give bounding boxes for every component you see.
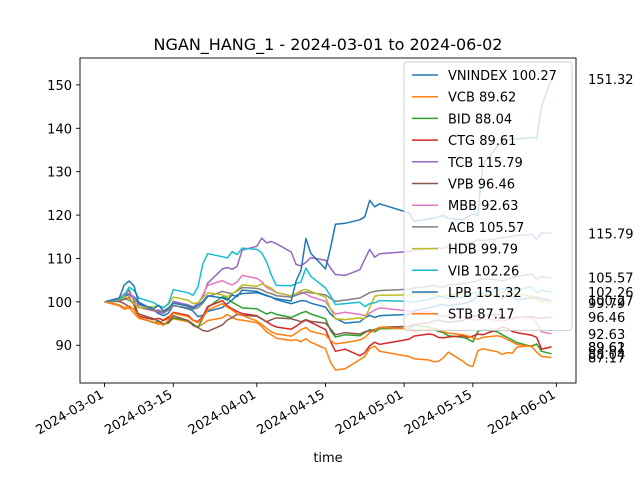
legend-label-0: VNINDEX 100.27 [448, 69, 557, 84]
legend-label-7: ACB 105.57 [448, 221, 524, 236]
legend-label-2: BID 88.04 [448, 112, 512, 127]
legend-label-6: MBB 92.63 [448, 199, 518, 214]
legend-label-1: VCB 89.62 [448, 91, 516, 106]
end-label-9: 102.26 [588, 286, 634, 301]
end-label-11: 87.17 [588, 352, 625, 367]
legend-label-9: VIB 102.26 [448, 264, 519, 279]
legend-label-3: CTG 89.61 [448, 134, 516, 149]
x-axis-label: time [313, 451, 342, 466]
end-label-10: 151.32 [588, 73, 634, 88]
y-tick-label-4: 130 [47, 166, 72, 181]
end-label-3: 89.61 [588, 341, 625, 356]
series-line-11 [104, 301, 552, 359]
legend-label-11: STB 87.17 [448, 308, 514, 323]
y-axis: 90 100 110 120 130 140 150 [47, 79, 80, 354]
legend-label-8: HDB 99.79 [448, 243, 518, 258]
end-label-5: 96.46 [588, 311, 625, 326]
end-label-0: 100.27 [588, 295, 634, 310]
y-tick-label-1: 100 [47, 296, 72, 311]
y-tick-label-5: 140 [47, 122, 72, 137]
legend-label-5: VPB 96.46 [448, 178, 515, 193]
end-label-1: 89.62 [588, 341, 625, 356]
end-label-7: 105.57 [588, 272, 634, 287]
y-tick-label-2: 110 [47, 253, 72, 268]
end-label-8: 99.79 [588, 297, 625, 312]
legend: VNINDEX 100.27 VCB 89.62 BID 88.04 CTG 89.6… [403, 61, 573, 331]
legend-label-4: TCB 115.79 [447, 156, 523, 171]
chart-title: NGAN_HANG_1 - 2024-03-01 to 2024-06-02 [154, 35, 503, 55]
end-label-6: 92.63 [588, 328, 625, 343]
legend-label-10: LPB 151.32 [448, 286, 522, 301]
end-label-4: 115.79 [588, 227, 634, 242]
series-line-2 [104, 288, 552, 355]
y-tick-label-6: 150 [47, 79, 72, 94]
end-label-2: 88.04 [588, 348, 625, 363]
legend-box [403, 61, 573, 331]
y-tick-label-3: 120 [47, 209, 72, 224]
plot-area [79, 57, 577, 384]
y-tick-label-0: 90 [55, 339, 72, 354]
series-line-3 [104, 296, 552, 357]
